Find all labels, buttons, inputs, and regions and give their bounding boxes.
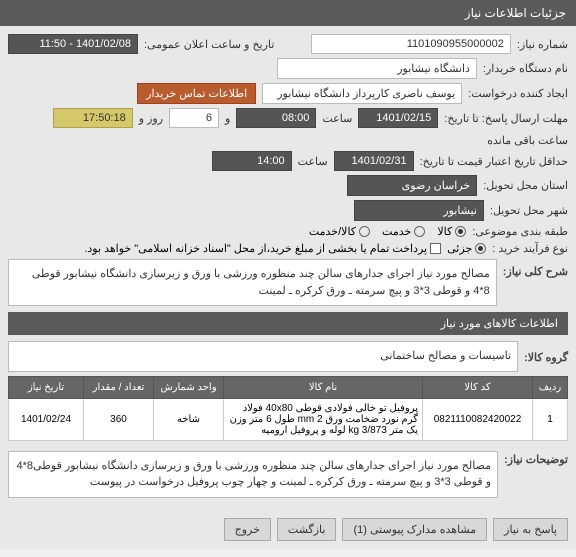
goods-section-title: اطلاعات کالاهای مورد نیاز <box>441 318 558 330</box>
th-qty: تعداد / مقدار <box>84 376 154 398</box>
details-panel: جزئیات اطلاعات نیاز شماره نیاز: 11010909… <box>0 0 576 549</box>
goods-table: ردیف کد کالا نام کالا واحد شمارش تعداد /… <box>8 376 568 441</box>
th-date: تاریخ نیاز <box>9 376 84 398</box>
validity-date-value: 1401/02/31 <box>334 151 414 171</box>
days-label: روز و <box>139 112 163 125</box>
check-full-label: پرداخت تمام یا بخشی از مبلغ خرید،از محل … <box>84 242 427 255</box>
category-radio-group: کالا خدمت کالا/خدمت <box>309 225 466 238</box>
row-group: گروه کالا: تاسیسات و مصالح ساختمانی <box>8 341 568 372</box>
radio-partial[interactable]: جزئی <box>447 242 486 255</box>
exit-button[interactable]: خروج <box>224 518 271 541</box>
reply-button[interactable]: پاسخ به نیاز <box>493 518 568 541</box>
form-area: شماره نیاز: 1101090955000002 تاریخ و ساع… <box>0 26 576 510</box>
radio-goods-label: کالا <box>437 225 452 238</box>
table-header-row: ردیف کد کالا نام کالا واحد شمارش تعداد /… <box>9 376 568 398</box>
need-desc-label: شرح کلی نیاز: <box>503 265 568 278</box>
check-full-box <box>430 243 441 254</box>
cell-code: 0821110082420022 <box>423 398 533 440</box>
radio-service-label: خدمت <box>382 225 411 238</box>
row-purchase-type: نوع فرآیند خرید : جزئی پرداخت تمام یا بخ… <box>8 242 568 255</box>
city-value: نیشابور <box>354 200 484 221</box>
th-name: نام کالا <box>224 376 423 398</box>
reply-date-value: 1401/02/15 <box>358 108 438 128</box>
radio-goods-service[interactable]: کالا/خدمت <box>309 225 370 238</box>
row-notes: توضیحات نیاز: مصالح مورد نیاز اجرای جدار… <box>8 447 568 498</box>
buyer-label: نام دستگاه خریدار: <box>483 62 568 75</box>
th-code: کد کالا <box>423 376 533 398</box>
row-buyer: نام دستگاه خریدار: دانشگاه نیشابور <box>8 58 568 79</box>
validity-time-value: 14:00 <box>212 151 292 171</box>
cell-qty: 360 <box>84 398 154 440</box>
row-province: استان محل تحویل: خراسان رضوی <box>8 175 568 196</box>
creator-label: ایجاد کننده درخواست: <box>468 87 568 100</box>
need-number-value: 1101090955000002 <box>311 34 511 54</box>
province-value: خراسان رضوی <box>347 175 477 196</box>
group-label: گروه کالا: <box>524 351 568 364</box>
footer-buttons: پاسخ به نیاز مشاهده مدارک پیوستی (1) باز… <box>0 510 576 549</box>
row-reply-deadline: مهلت ارسال پاسخ: تا تاریخ: 1401/02/15 سا… <box>8 108 568 147</box>
reply-time-label: ساعت <box>322 112 352 125</box>
radio-partial-dot <box>475 243 486 254</box>
th-unit: واحد شمارش <box>154 376 224 398</box>
announce-date-value: 1401/02/08 - 11:50 <box>8 34 138 54</box>
group-value: تاسیسات و مصالح ساختمانی <box>8 341 518 372</box>
notes-label: توضیحات نیاز: <box>504 453 568 466</box>
days-and: و <box>225 112 230 125</box>
contact-info-button[interactable]: اطلاعات تماس خریدار <box>137 83 256 104</box>
cell-unit: شاخه <box>154 398 224 440</box>
remain-label: ساعت باقی مانده <box>487 134 568 147</box>
radio-gs-dot <box>359 226 370 237</box>
need-desc-text: مصالح مورد نیاز اجرای جدارهای سالن چند م… <box>8 259 497 306</box>
panel-title: جزئیات اطلاعات نیاز <box>465 6 566 20</box>
days-value: 6 <box>169 108 219 128</box>
validity-time-label: ساعت <box>298 155 328 168</box>
purchase-type-label: نوع فرآیند خرید : <box>492 242 568 255</box>
city-label: شهر محل تحویل: <box>490 204 568 217</box>
reply-time-value: 08:00 <box>236 108 316 128</box>
goods-section-header: اطلاعات کالاهای مورد نیاز <box>8 312 568 335</box>
back-button[interactable]: بازگشت <box>277 518 337 541</box>
row-creator: ایجاد کننده درخواست: یوسف ناصری کارپرداز… <box>8 83 568 104</box>
check-full[interactable]: پرداخت تمام یا بخشی از مبلغ خرید،از محل … <box>84 242 441 255</box>
radio-goods-dot <box>455 226 466 237</box>
row-validity: حداقل تاریخ اعتبار قیمت تا تاریخ: 1401/0… <box>8 151 568 171</box>
row-category: طبقه بندی موضوعی: کالا خدمت کالا/خدمت <box>8 225 568 238</box>
cell-idx: 1 <box>533 398 568 440</box>
province-label: استان محل تحویل: <box>483 179 568 192</box>
th-idx: ردیف <box>533 376 568 398</box>
panel-header: جزئیات اطلاعات نیاز <box>0 0 576 26</box>
row-city: شهر محل تحویل: نیشابور <box>8 200 568 221</box>
notes-text: مصالح مورد نیاز اجرای جدارهای سالن چند م… <box>8 451 498 498</box>
need-number-label: شماره نیاز: <box>517 38 568 51</box>
attachments-button[interactable]: مشاهده مدارک پیوستی (1) <box>342 518 487 541</box>
reply-deadline-label: مهلت ارسال پاسخ: تا تاریخ: <box>444 112 568 125</box>
radio-partial-label: جزئی <box>447 242 472 255</box>
radio-goods[interactable]: کالا <box>437 225 466 238</box>
row-need-desc: شرح کلی نیاز: مصالح مورد نیاز اجرای جدار… <box>8 259 568 306</box>
remain-time-value: 17:50:18 <box>53 108 133 128</box>
announce-date-label: تاریخ و ساعت اعلان عمومی: <box>144 38 274 51</box>
buyer-value: دانشگاه نیشابور <box>277 58 477 79</box>
radio-gs-label: کالا/خدمت <box>309 225 356 238</box>
table-row[interactable]: 1 0821110082420022 پروفیل تو خالی فولادی… <box>9 398 568 440</box>
category-label: طبقه بندی موضوعی: <box>472 225 568 238</box>
row-need-number: شماره نیاز: 1101090955000002 تاریخ و ساع… <box>8 34 568 54</box>
cell-date: 1401/02/24 <box>9 398 84 440</box>
cell-name: پروفیل تو خالی فولادی قوطی 40x80 فولاد گ… <box>224 398 423 440</box>
validity-label: حداقل تاریخ اعتبار قیمت تا تاریخ: <box>420 155 568 168</box>
radio-service-dot <box>414 226 425 237</box>
radio-service[interactable]: خدمت <box>382 225 425 238</box>
creator-value: یوسف ناصری کارپرداز دانشگاه نیشابور <box>262 83 462 104</box>
